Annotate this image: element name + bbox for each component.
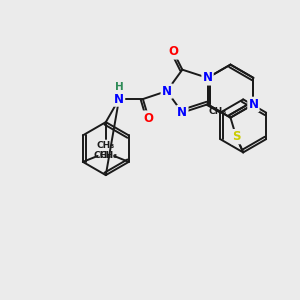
Text: CH₃: CH₃ [100,152,118,160]
Text: N: N [162,85,172,98]
Text: O: O [144,112,154,124]
Text: CH₃: CH₃ [208,107,227,116]
Text: S: S [232,130,240,143]
Text: N: N [248,98,258,111]
Text: N: N [202,71,212,84]
Text: N: N [114,93,124,106]
Text: CH₃: CH₃ [97,141,115,150]
Text: H: H [115,82,123,92]
Text: N: N [177,106,187,119]
Text: O: O [168,45,178,58]
Text: CH₃: CH₃ [94,152,112,160]
